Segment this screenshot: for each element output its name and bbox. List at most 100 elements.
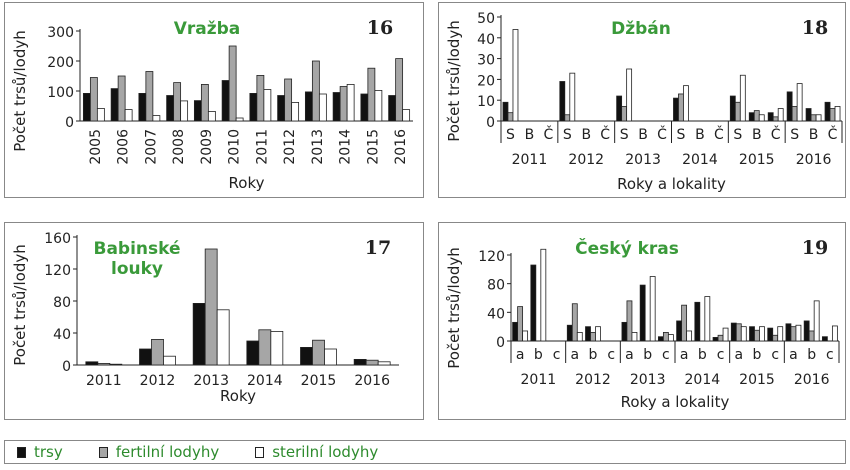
bar-fertilni [772, 334, 779, 342]
x-subcategory-label: c [826, 347, 834, 363]
x-subcategory-label: S [620, 127, 629, 143]
bar-trsy [657, 336, 664, 342]
bar-trsy [712, 337, 719, 342]
y-tick-label: 20 [477, 73, 495, 89]
y-tick-label: 40 [477, 32, 495, 48]
x-tick-label: 2011 [254, 129, 270, 165]
bar-sterilni [324, 348, 337, 366]
bar-trsy [304, 91, 313, 122]
bar-fertilni [621, 106, 628, 122]
bar-trsy [192, 303, 206, 366]
bar-sterilni [263, 89, 272, 122]
panel-babinske: 0 40 80 120 160 Počet trsů/lodyh Roky Babinské l… [4, 222, 424, 420]
bar-trsy [82, 93, 91, 122]
bar-trsy [786, 91, 793, 122]
x-tick-label: 2015 [301, 373, 337, 389]
y-axis-label: Počet trsů/lodyh [445, 20, 463, 142]
bar-trsy [824, 101, 831, 122]
bar-fertilni [256, 75, 265, 122]
y-tick-label: 80 [487, 278, 505, 294]
bar-sterilni [740, 326, 747, 342]
x-axis-label: Roky [229, 174, 265, 192]
y-tick-label: 200 [47, 55, 74, 71]
x-tick-label: 2014 [338, 129, 354, 165]
bar-sterilni [576, 332, 583, 342]
x-axis-label: Roky a lokality [621, 393, 730, 411]
x-subcategory-label: Č [657, 125, 667, 143]
bar-trsy [249, 93, 258, 122]
legend-label-fertilni: fertilní lodyhy [115, 443, 220, 461]
y-axis-label: Počet trsů/lodyh [11, 30, 29, 152]
bar-trsy [502, 101, 509, 122]
legend-swatch-fertilni [98, 446, 108, 458]
bar-sterilni [96, 108, 105, 122]
bar-sterilni [569, 72, 576, 122]
bar-trsy [85, 361, 99, 366]
bar-sterilni [759, 326, 765, 342]
bar-trsy [221, 80, 230, 122]
chart-babinske: 0 40 80 120 160 Počet trsů/lodyh Roky Babinskél… [11, 231, 399, 405]
bar-fertilni [735, 323, 742, 342]
legend-label-sterilni: sterilní lodyhy [272, 443, 379, 461]
y-tick-label: 160 [44, 231, 71, 247]
bar-fertilni [395, 58, 404, 122]
bar-sterilni [813, 300, 820, 342]
bar-trsy [803, 320, 810, 342]
x-subcategory-label: a [516, 347, 525, 363]
y-tick-label: 50 [477, 11, 495, 27]
x-group-label: 2014 [682, 152, 718, 168]
x-tick-label: 2013 [310, 129, 326, 165]
chart-title: Vražba [174, 19, 241, 39]
legend-label-trsy: trsy [34, 443, 63, 461]
bar-fertilni [284, 78, 293, 122]
bar-fertilni [258, 329, 272, 366]
y-tick-label: 0 [496, 335, 505, 351]
bar-sterilni [374, 90, 383, 122]
chart-number: 19 [802, 237, 828, 259]
bar-fertilni [662, 332, 669, 342]
panel-vrazba: 0 100 200 300 Počet trsů/lodyh Roky Vražba 16 20… [4, 2, 424, 198]
bar-sterilni [649, 276, 656, 342]
x-tick-label: 2005 [88, 129, 104, 165]
x-subcategory-label: a [625, 347, 634, 363]
x-group-label: 2016 [796, 152, 832, 168]
chart-number: 18 [802, 17, 828, 39]
bar-trsy [300, 347, 313, 366]
x-subcategory-label: S [506, 127, 515, 143]
bar-trsy [110, 88, 119, 122]
bar-sterilni [758, 114, 765, 122]
y-tick-label: 300 [47, 25, 74, 41]
bar-fertilni [626, 300, 633, 342]
bar-fertilni [678, 93, 684, 122]
chart-dzban: 0 10 20 30 40 50 Počet trsů/lodyh Roky a lokali… [445, 11, 843, 193]
x-subcategory-label: a [789, 347, 798, 363]
bar-trsy [616, 95, 623, 122]
bar-sterilni [512, 29, 519, 122]
bar-sterilni [739, 74, 746, 122]
bar-fertilni [717, 334, 724, 342]
bar-sterilni [180, 100, 189, 122]
x-tick-label: 2015 [365, 129, 381, 165]
bar-trsy [139, 348, 152, 366]
x-subcategory-label: c [662, 347, 670, 363]
x-subcategory-label: c [771, 347, 779, 363]
chart-title: Český kras [575, 237, 679, 259]
x-subcategory-label: B [752, 127, 762, 143]
x-subcategory-label: S [563, 127, 572, 143]
bar-fertilni [772, 116, 779, 122]
bar-sterilni [777, 326, 784, 342]
x-group-label: 2012 [568, 152, 604, 168]
bar-trsy [332, 92, 341, 122]
x-subcategory-label: B [581, 127, 591, 143]
bar-fertilni [97, 362, 111, 366]
x-tick-label: 2014 [247, 373, 283, 389]
y-tick-label: 0 [486, 115, 495, 131]
legend-item-fertilni: fertilní lodyhy [98, 443, 220, 461]
bar-trsy [694, 301, 701, 342]
panel-cesky-kras: 0 40 80 120 Počet trsů/lodyh Roky a lokality Č… [438, 222, 846, 420]
bar-trsy [566, 324, 573, 342]
bar-sterilni [796, 83, 803, 122]
x-subcategory-label: b [807, 347, 816, 363]
x-tick-label: 2006 [116, 129, 132, 165]
x-subcategory-label: S [733, 127, 742, 143]
